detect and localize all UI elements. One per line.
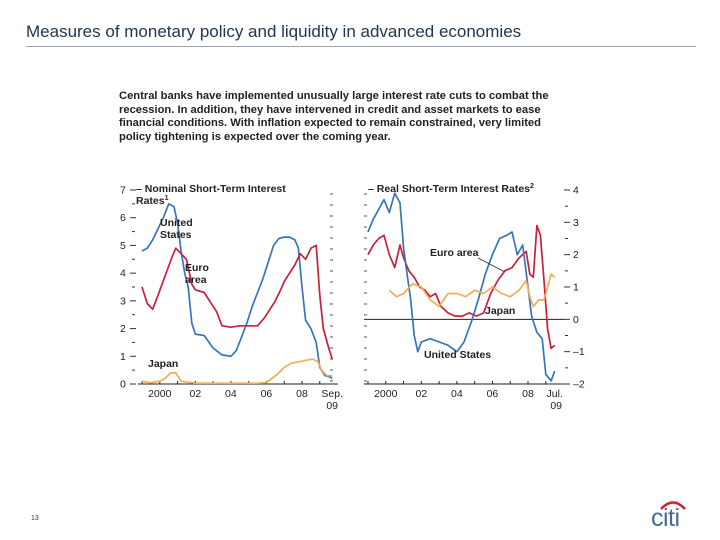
x-tick-label: 04 bbox=[451, 388, 463, 400]
intro-line: recession. In addition, they have interv… bbox=[119, 103, 541, 116]
x-tick-label: 04 bbox=[225, 388, 237, 400]
x-tick-sublabel: 09 bbox=[326, 400, 338, 412]
y-tick-label: 5 bbox=[120, 240, 126, 252]
series-line bbox=[388, 273, 556, 308]
y-tick-label: 3 bbox=[573, 217, 579, 229]
x-tick-label: 2000 bbox=[374, 388, 398, 400]
series-label: area bbox=[185, 274, 207, 286]
series-line bbox=[141, 358, 333, 385]
chart-title-line: Rates1 bbox=[136, 195, 169, 207]
chart-title-footnote: 2 bbox=[530, 183, 534, 190]
y-tick-label: 0 bbox=[573, 314, 579, 326]
series-label: United States bbox=[424, 349, 491, 361]
series-label: Japan bbox=[485, 305, 515, 317]
series-line bbox=[367, 224, 556, 350]
x-tick-label: 02 bbox=[189, 388, 201, 400]
x-tick-label: 06 bbox=[261, 388, 273, 400]
x-tick-label: Jul. bbox=[546, 388, 562, 400]
chart-title: – Real Short-Term Interest Rates2 bbox=[368, 183, 534, 195]
citi-logo: citi bbox=[651, 498, 695, 532]
intro-line: policy tightening is expected over the c… bbox=[119, 130, 391, 143]
series-line bbox=[141, 244, 334, 360]
intro-line: financial conditions. With inflation exp… bbox=[119, 117, 541, 130]
y-tick-label: 2 bbox=[120, 323, 126, 335]
logo-arc-icon bbox=[660, 501, 686, 510]
chart-title-line: – Real Short-Term Interest Rates2 bbox=[368, 183, 534, 195]
chart-title-footnote: 1 bbox=[165, 195, 169, 202]
y-tick-label: 2 bbox=[573, 249, 579, 261]
series-label: Japan bbox=[148, 358, 178, 370]
x-tick-sublabel: 09 bbox=[550, 400, 562, 412]
y-tick-label: 7 bbox=[120, 185, 126, 197]
y-tick-label: 4 bbox=[573, 185, 579, 197]
y-tick-label: 6 bbox=[120, 212, 126, 224]
y-tick-label: 3 bbox=[120, 295, 126, 307]
series-line bbox=[367, 192, 556, 382]
y-tick-label: 1 bbox=[573, 282, 579, 294]
y-tick-label: –1 bbox=[573, 346, 585, 358]
intro-paragraph: Central banks have implemented unusually… bbox=[119, 90, 589, 144]
x-tick-label: 08 bbox=[522, 388, 534, 400]
slide-title: Measures of monetary policy and liquidit… bbox=[26, 22, 522, 41]
intro-line: Central banks have implemented unusually… bbox=[119, 90, 549, 102]
label-leader-line bbox=[477, 257, 506, 273]
title-divider bbox=[26, 46, 696, 47]
y-tick-label: 0 bbox=[120, 379, 126, 391]
y-tick-label: 1 bbox=[120, 351, 126, 363]
x-tick-label: 2000 bbox=[148, 388, 172, 400]
chart-title-line: – Nominal Short-Term Interest bbox=[136, 183, 286, 195]
series-label: Euro area bbox=[430, 247, 479, 259]
x-tick-label: Sep. bbox=[321, 388, 343, 400]
x-tick-label: 06 bbox=[487, 388, 499, 400]
y-tick-label: 4 bbox=[120, 268, 126, 280]
x-tick-label: 02 bbox=[415, 388, 427, 400]
page-number: 13 bbox=[31, 515, 39, 522]
series-label: Euro bbox=[185, 262, 209, 274]
logo-wordmark: citi bbox=[651, 504, 680, 532]
chart-panel: – Real Short-Term Interest Rates2 –2 –1 0 1 2… bbox=[364, 183, 585, 412]
series-label: United bbox=[160, 217, 193, 229]
y-tick-label: –2 bbox=[573, 379, 585, 391]
series-label: States bbox=[160, 229, 192, 241]
series-line bbox=[141, 203, 333, 380]
x-tick-label: 08 bbox=[296, 388, 308, 400]
